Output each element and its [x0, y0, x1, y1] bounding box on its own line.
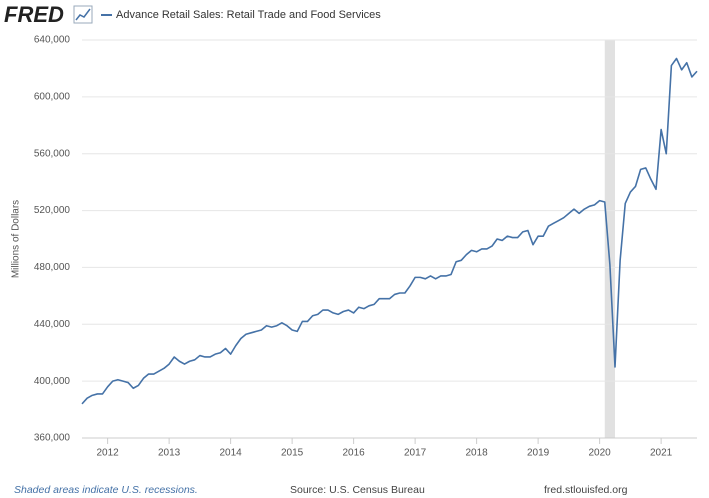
source: Source: U.S. Census Bureau — [290, 484, 425, 496]
y-tick-label: 520,000 — [34, 205, 71, 216]
x-tick-label: 2014 — [220, 448, 243, 459]
x-tick-label: 2016 — [343, 448, 366, 459]
recession-note: Shaded areas indicate U.S. recessions. — [14, 484, 198, 496]
x-tick-label: 2020 — [589, 448, 612, 459]
y-tick-label: 640,000 — [34, 35, 71, 46]
y-tick-label: 440,000 — [34, 319, 71, 330]
site: fred.stlouisfed.org — [544, 484, 628, 496]
x-tick-label: 2015 — [281, 448, 304, 459]
plot-area — [82, 40, 697, 438]
y-tick-label: 400,000 — [34, 376, 71, 387]
x-tick-label: 2017 — [404, 448, 427, 459]
y-tick-label: 600,000 — [34, 91, 71, 102]
logo: FRED — [4, 2, 64, 27]
y-tick-label: 480,000 — [34, 262, 71, 273]
x-tick-label: 2013 — [158, 448, 181, 459]
x-tick-label: 2012 — [97, 448, 120, 459]
legend-label: Advance Retail Sales: Retail Trade and F… — [116, 9, 381, 21]
y-tick-label: 560,000 — [34, 148, 71, 159]
y-tick-label: 360,000 — [34, 433, 71, 444]
y-axis-label: Millions of Dollars — [11, 200, 22, 278]
series-line — [81, 57, 698, 405]
recession-band — [604, 40, 615, 438]
x-tick-label: 2018 — [466, 448, 489, 459]
x-tick-label: 2021 — [650, 448, 673, 459]
logo-icon — [73, 5, 93, 24]
x-tick-label: 2019 — [527, 448, 550, 459]
